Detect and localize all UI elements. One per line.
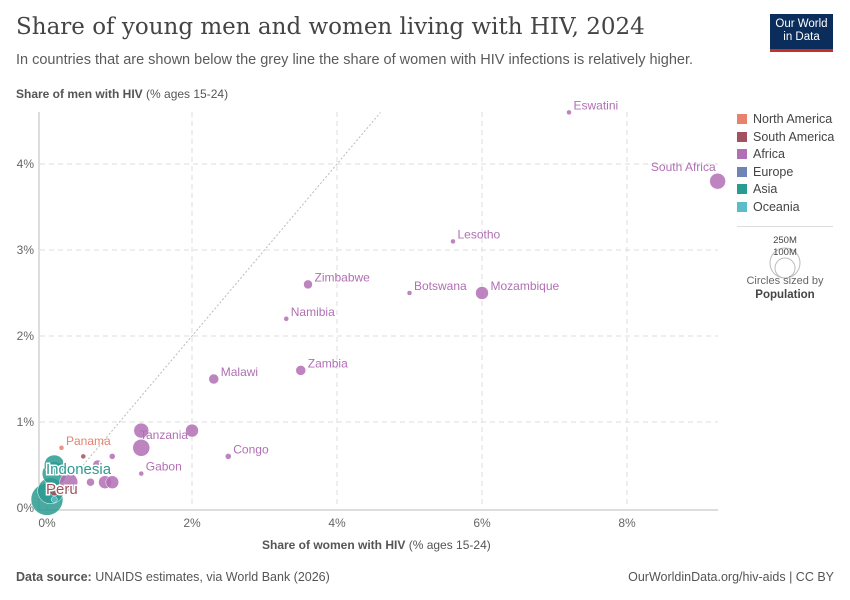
data-label: Congo [233,442,269,456]
data-label: Gabon [146,460,182,474]
legend-item[interactable]: North America [737,112,832,126]
data-point [132,439,150,457]
legend-label: North America [753,112,833,126]
data-point [208,373,219,385]
data-point [59,472,78,492]
legend-item[interactable]: Europe [737,165,793,179]
source-text: UNAIDS estimates, via World Bank (2026) [95,570,330,584]
x-axis-label-main: Share of women with HIV [262,538,406,552]
source-label: Data source: [16,570,92,584]
data-point [450,238,456,245]
data-point [406,290,413,296]
data-point [138,470,144,477]
data-point [225,453,232,460]
chart-title: Share of young men and women living with… [16,14,645,40]
data-point [566,109,572,116]
logo-line-2: in Data [783,31,820,43]
data-point [709,172,726,190]
data-label: Mozambique [491,279,560,293]
size-legend-variable: Population [755,289,815,301]
data-point [133,422,149,439]
legend-label: South America [753,129,835,144]
chart-subtitle: In countries that are shown below the gr… [16,52,694,68]
size-legend-circles [769,247,801,279]
data-point [49,485,60,497]
legend-swatch [737,166,747,177]
license-link[interactable]: OurWorldinData.org/hiv-aids | CC BY [628,570,834,584]
y-axis-label-main: Share of men with HIV [16,87,143,101]
data-point [58,445,65,451]
data-point [80,453,86,460]
x-tick-label: 6% [473,516,491,530]
legend-label: Africa [753,147,785,161]
x-axis-label-suffix: (% ages 15-24) [408,538,491,552]
legend-item[interactable]: South America [737,130,834,144]
y-tick-label: 1% [17,415,35,429]
size-legend-small: 100M [773,247,797,258]
data-label: Panama [66,434,111,448]
data-point [475,286,489,300]
data-label: Botswana [414,279,467,293]
data-label: Namibia [291,305,335,319]
owid-logo[interactable]: Our World in Data [770,14,833,52]
data-label: Eswatini [574,98,619,112]
data-label: South Africa [651,160,716,174]
size-legend: 250M 100M Circles sized by Population [737,226,833,307]
legend-swatch [737,114,747,124]
y-tick-label: 2% [17,329,35,343]
data-label: Indonesia [46,461,112,478]
data-point [283,316,289,322]
logo-line-1: Our World [775,18,828,30]
y-axis-label-suffix: (% ages 15-24) [146,87,229,101]
data-point [303,279,313,290]
x-tick-label: 2% [183,516,201,530]
x-tick-label: 4% [328,516,346,530]
x-axis-label: Share of women with HIV (% ages 15-24) [262,538,491,552]
data-source: Data source: UNAIDS estimates, via World… [16,570,330,584]
data-label: Zimbabwe [315,270,371,284]
data-point [185,423,199,438]
data-point [295,365,306,376]
x-tick-label: 0% [38,516,56,530]
y-tick-label: 3% [17,243,35,257]
y-tick-label: 0% [17,501,35,515]
data-point [105,475,119,489]
size-legend-big: 250M [773,235,797,246]
legend-item[interactable]: Asia [737,182,777,196]
legend-item[interactable]: Africa [737,147,785,161]
size-legend-caption: Circles sized by [746,275,824,287]
data-label: Lesotho [458,227,501,241]
legend-swatch [737,201,747,212]
y-axis-label: Share of men with HIV (% ages 15-24) [16,87,228,101]
legend-label: Oceania [753,199,800,214]
legend-label: Europe [753,164,794,179]
data-label: Malawi [221,365,258,379]
data-label: Tanzania [140,428,188,442]
legend-label: Asia [753,182,778,196]
x-tick-label: 8% [618,516,636,530]
data-point [44,454,65,476]
legend-swatch [737,149,747,159]
data-label: Zambia [308,356,348,370]
data-point [92,459,103,471]
data-point [86,477,95,487]
y-tick-label: 4% [17,157,35,171]
legend-swatch [737,184,747,194]
data-point [109,453,116,460]
legend-item[interactable]: Oceania [737,200,800,214]
data-label: Peru [46,481,78,498]
data-point [51,496,58,503]
legend-swatch [737,131,747,142]
